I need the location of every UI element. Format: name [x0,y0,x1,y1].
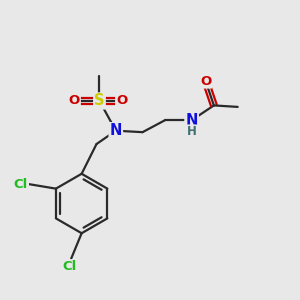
Text: O: O [116,94,128,107]
Text: N: N [185,113,198,128]
Text: Cl: Cl [14,178,28,191]
Text: H: H [187,125,196,138]
Text: O: O [69,94,80,107]
Text: S: S [94,94,105,109]
Text: O: O [200,74,211,88]
Text: N: N [110,123,122,138]
Text: Cl: Cl [63,260,77,273]
